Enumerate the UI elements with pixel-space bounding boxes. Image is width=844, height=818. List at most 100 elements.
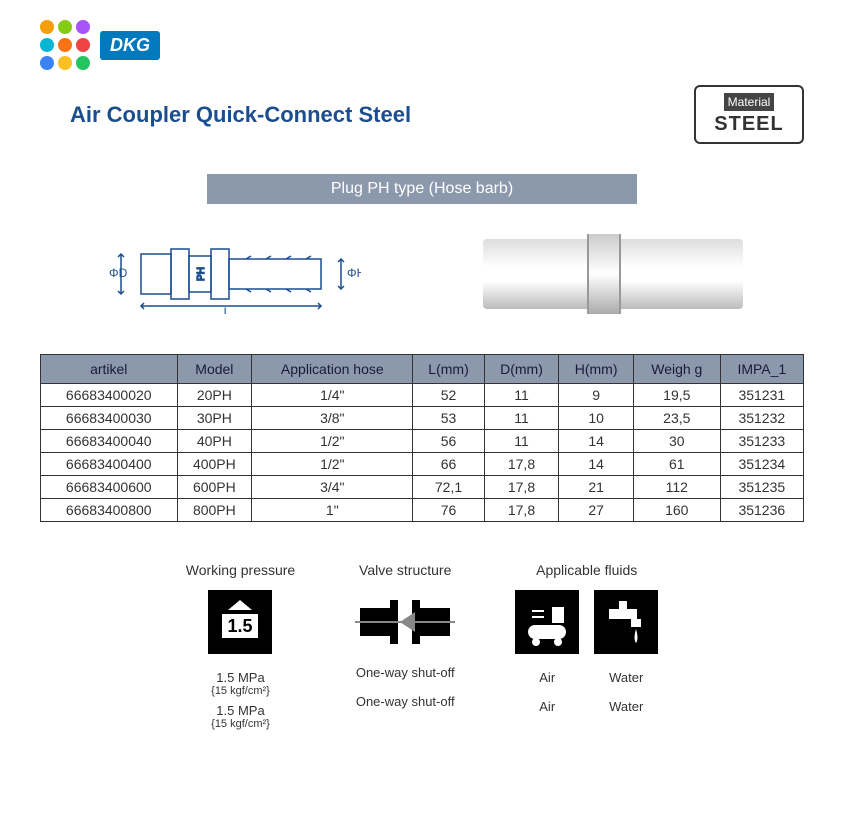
table-row: 66683400800800PH1"7617,827160351236 — [41, 499, 804, 522]
label-phi-h: ΦH — [347, 266, 361, 280]
table-cell: 1/4" — [252, 384, 413, 407]
table-cell: 17,8 — [484, 453, 559, 476]
header: DKG — [40, 20, 804, 70]
dot — [76, 20, 90, 34]
fluid-name-2: Air — [515, 699, 579, 714]
svg-text:1.5: 1.5 — [228, 616, 253, 636]
material-value: STEEL — [706, 113, 792, 136]
table-cell: 351231 — [720, 384, 803, 407]
table-cell: 19,5 — [633, 384, 720, 407]
table-cell: 66683400800 — [41, 499, 178, 522]
compressor-icon — [515, 590, 579, 654]
spec-label: Applicable fluids — [515, 562, 658, 578]
table-row: 66683400600600PH3/4"72,117,821112351235 — [41, 476, 804, 499]
table-header: Model — [177, 355, 252, 384]
table-cell: 66683400040 — [41, 430, 178, 453]
dot — [76, 38, 90, 52]
table-cell: 14 — [559, 453, 634, 476]
spec-fluids: Applicable fluids Air Air — [515, 562, 658, 730]
page-title: Air Coupler Quick-Connect Steel — [70, 102, 411, 128]
table-row: 66683400400400PH1/2"6617,81461351234 — [41, 453, 804, 476]
label-length: L — [224, 305, 231, 314]
table-cell: 11 — [484, 407, 559, 430]
dot — [76, 56, 90, 70]
table-cell: 23,5 — [633, 407, 720, 430]
label-phi-d: ΦD — [109, 266, 128, 280]
svg-text:PH: PH — [196, 267, 207, 281]
fluid-name: Water — [594, 670, 658, 685]
table-cell: 351233 — [720, 430, 803, 453]
table-cell: 1" — [252, 499, 413, 522]
dot — [40, 38, 54, 52]
table-cell: 400PH — [177, 453, 252, 476]
table-cell: 17,8 — [484, 499, 559, 522]
table-header: IMPA_1 — [720, 355, 803, 384]
diagrams-row: PH ΦD ΦH L — [40, 234, 804, 314]
table-cell: 66683400020 — [41, 384, 178, 407]
table-cell: 53 — [413, 407, 484, 430]
pressure-sub-1: {15 kgf/cm²} — [186, 685, 295, 697]
table-cell: 21 — [559, 476, 634, 499]
table-cell: 66 — [413, 453, 484, 476]
table-cell: 160 — [633, 499, 720, 522]
spec-pressure: Working pressure 1.5 1.5 MPa {15 kgf/cm²… — [186, 562, 295, 730]
dot — [58, 56, 72, 70]
table-cell: 14 — [559, 430, 634, 453]
logo-dots — [40, 20, 90, 70]
table-header: D(mm) — [484, 355, 559, 384]
table-cell: 351236 — [720, 499, 803, 522]
dot — [40, 20, 54, 34]
fluid-name: Air — [515, 670, 579, 685]
table-cell: 30PH — [177, 407, 252, 430]
table-header: Application hose — [252, 355, 413, 384]
schematic-drawing: PH ΦD ΦH L — [101, 234, 361, 314]
table-cell: 30 — [633, 430, 720, 453]
brand-badge: DKG — [100, 31, 160, 60]
dot — [58, 20, 72, 34]
table-cell: 61 — [633, 453, 720, 476]
table-cell: 1/2" — [252, 430, 413, 453]
product-photo — [483, 239, 743, 309]
spec-label: Valve structure — [355, 562, 455, 578]
table-cell: 800PH — [177, 499, 252, 522]
material-label: Material — [724, 93, 775, 111]
fluid-name-2: Water — [594, 699, 658, 714]
table-cell: 351232 — [720, 407, 803, 430]
table-cell: 11 — [484, 430, 559, 453]
valve-text-1: One-way shut-off — [355, 665, 455, 680]
specs-section: Working pressure 1.5 1.5 MPa {15 kgf/cm²… — [40, 562, 804, 730]
spec-valve: Valve structure One-way shut-off One-way… — [355, 562, 455, 730]
table-cell: 76 — [413, 499, 484, 522]
valve-icon — [355, 590, 455, 654]
pressure-icon: 1.5 — [208, 590, 272, 654]
table-cell: 27 — [559, 499, 634, 522]
pressure-value-1: 1.5 MPa — [186, 670, 295, 685]
table-header: L(mm) — [413, 355, 484, 384]
product-type-header: Plug PH type (Hose barb) — [207, 174, 637, 204]
table-cell: 11 — [484, 384, 559, 407]
table-row: 6668340003030PH3/8"53111023,5351232 — [41, 407, 804, 430]
table-cell: 9 — [559, 384, 634, 407]
valve-text-2: One-way shut-off — [355, 694, 455, 709]
table-cell: 56 — [413, 430, 484, 453]
table-row: 6668340004040PH1/2"56111430351233 — [41, 430, 804, 453]
table-cell: 351235 — [720, 476, 803, 499]
table-cell: 3/8" — [252, 407, 413, 430]
table-header: Weigh g — [633, 355, 720, 384]
table-cell: 1/2" — [252, 453, 413, 476]
table-cell: 351234 — [720, 453, 803, 476]
table-cell: 600PH — [177, 476, 252, 499]
table-cell: 66683400600 — [41, 476, 178, 499]
table-cell: 112 — [633, 476, 720, 499]
dot — [58, 38, 72, 52]
pressure-value-2: 1.5 MPa — [186, 703, 295, 718]
title-row: Air Coupler Quick-Connect Steel Material… — [40, 85, 804, 144]
table-cell: 72,1 — [413, 476, 484, 499]
spec-label: Working pressure — [186, 562, 295, 578]
material-badge: Material STEEL — [694, 85, 804, 144]
table-cell: 52 — [413, 384, 484, 407]
table-header: artikel — [41, 355, 178, 384]
table-cell: 17,8 — [484, 476, 559, 499]
dot — [40, 56, 54, 70]
table-cell: 66683400030 — [41, 407, 178, 430]
